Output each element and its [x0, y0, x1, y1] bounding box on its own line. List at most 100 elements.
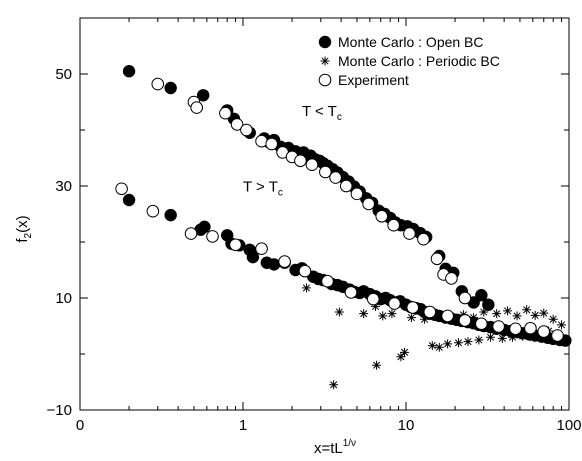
data-point: [463, 337, 473, 347]
data-point: [375, 209, 389, 223]
data-point: [458, 314, 472, 327]
x-tick-label: 1: [239, 417, 247, 434]
data-point: [387, 218, 400, 232]
data-point: [423, 305, 437, 319]
data-point: [339, 179, 353, 193]
data-point: [454, 338, 464, 348]
y-tick-label: 10: [55, 290, 72, 307]
data-point: [278, 255, 291, 268]
data-point: [122, 64, 136, 78]
data-point: [378, 311, 388, 321]
data-point: [492, 309, 502, 319]
data-point: [560, 335, 570, 345]
data-point: [492, 320, 505, 333]
data-point: [122, 193, 136, 207]
data-point: [298, 264, 312, 278]
data-point: [406, 301, 420, 314]
data-point: [115, 182, 128, 196]
annotation-above: T > Tc: [243, 179, 283, 199]
data-point: [525, 332, 535, 342]
data-marks: [115, 64, 572, 390]
data-point: [479, 307, 489, 317]
data-point: [396, 352, 406, 362]
data-point: [445, 272, 458, 285]
data-point: [551, 329, 564, 342]
annotations: T < Tc T > Tc: [243, 103, 342, 199]
data-point: [366, 292, 380, 306]
data-point: [497, 333, 507, 343]
data-point: [319, 165, 332, 179]
legend-label: Monte Carlo : Open BC: [338, 34, 484, 50]
y-tick-label: −10: [47, 402, 72, 419]
data-point: [434, 342, 444, 352]
data-point: [539, 308, 549, 318]
data-point: [344, 286, 358, 299]
legend-marker: [318, 73, 332, 87]
data-point: [334, 307, 344, 317]
data-point: [371, 301, 381, 311]
x-tick-label: 10: [398, 417, 415, 434]
data-point: [509, 322, 522, 336]
data-point: [146, 204, 160, 218]
data-point: [255, 242, 268, 256]
legend: Monte Carlo : Open BC Monte Carlo : Perio…: [318, 34, 500, 88]
data-point: [420, 314, 430, 324]
data-point: [475, 289, 488, 302]
series-2: [301, 283, 570, 390]
data-point: [403, 227, 416, 240]
data-point: [151, 77, 165, 91]
data-point: [430, 252, 444, 266]
data-point: [329, 380, 339, 390]
data-point: [267, 258, 281, 271]
data-point: [321, 274, 334, 288]
data-point: [512, 311, 522, 321]
data-point: [530, 310, 540, 320]
data-point: [537, 325, 551, 338]
data-point: [206, 230, 219, 243]
data-point: [265, 137, 279, 151]
data-point: [294, 154, 307, 168]
data-point: [557, 320, 567, 330]
data-point: [475, 317, 488, 331]
data-point: [482, 298, 495, 311]
data-point: [359, 309, 369, 319]
data-point: [441, 309, 454, 323]
data-point: [372, 360, 382, 370]
data-point: [305, 158, 319, 172]
data-point: [400, 347, 410, 357]
data-point: [507, 332, 517, 342]
data-point: [164, 208, 177, 222]
axis-ticks: 0 1 10 100 −10 10 30 50: [47, 17, 582, 434]
legend-marker: [320, 56, 330, 66]
plot-frame: [79, 17, 570, 411]
data-point: [301, 283, 311, 293]
data-point: [548, 314, 558, 324]
data-point: [230, 118, 244, 131]
y-tick-label: 30: [55, 178, 72, 195]
data-point: [518, 331, 528, 341]
data-point: [246, 250, 260, 264]
data-point: [486, 332, 496, 342]
x-axis-label: x=tL1/ν: [314, 438, 356, 457]
data-point: [503, 306, 513, 316]
legend-label: Experiment: [338, 72, 409, 88]
y-tick-label: 50: [55, 66, 72, 83]
data-point: [240, 123, 253, 137]
data-point: [197, 89, 210, 102]
legend-marker: [318, 35, 332, 49]
data-point: [524, 321, 537, 335]
data-point: [474, 335, 484, 345]
data-point: [329, 171, 342, 184]
data-point: [184, 227, 198, 240]
data-point: [164, 81, 177, 95]
data-point: [522, 305, 532, 315]
data-point: [198, 220, 211, 234]
x-tick-label: 100: [556, 417, 581, 434]
data-point: [417, 232, 430, 246]
data-point: [190, 101, 204, 114]
data-point: [350, 187, 364, 201]
data-point: [388, 297, 401, 310]
data-point: [427, 341, 437, 351]
data-point: [229, 238, 242, 252]
legend-label: Monte Carlo : Periodic BC: [338, 53, 500, 69]
